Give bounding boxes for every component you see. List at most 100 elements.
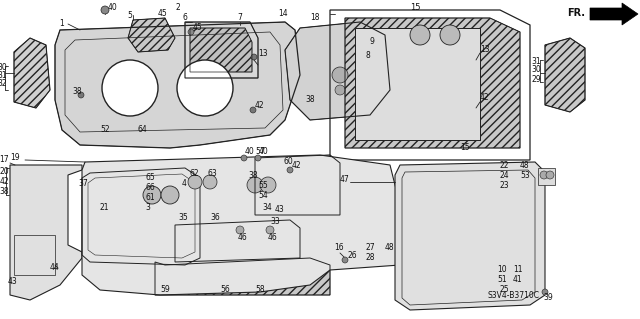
Polygon shape [285, 22, 390, 120]
Text: 2: 2 [175, 4, 180, 12]
Text: 21: 21 [100, 204, 109, 212]
Text: 14: 14 [278, 10, 287, 19]
Text: 39: 39 [543, 293, 553, 302]
Circle shape [247, 177, 263, 193]
Text: 23: 23 [500, 181, 509, 189]
Polygon shape [255, 155, 340, 215]
Polygon shape [395, 162, 545, 310]
Text: 17: 17 [0, 155, 9, 165]
Text: FR.: FR. [567, 8, 585, 18]
Text: 29: 29 [531, 76, 541, 85]
Circle shape [78, 92, 84, 98]
Circle shape [440, 25, 460, 45]
Circle shape [143, 186, 161, 204]
Text: 6: 6 [182, 13, 188, 23]
Text: 40: 40 [245, 147, 255, 157]
Circle shape [250, 107, 256, 113]
Text: 7: 7 [237, 13, 243, 23]
Polygon shape [175, 220, 300, 262]
Circle shape [177, 60, 233, 116]
Text: 20: 20 [0, 167, 9, 176]
Circle shape [266, 226, 274, 234]
Text: 43: 43 [8, 278, 18, 286]
Text: 13: 13 [258, 48, 268, 57]
Text: 4: 4 [182, 179, 187, 188]
Text: 58: 58 [255, 286, 264, 294]
Circle shape [542, 289, 548, 295]
Circle shape [251, 54, 257, 60]
Text: 38: 38 [0, 188, 9, 197]
Text: 42: 42 [255, 101, 264, 110]
Polygon shape [128, 18, 175, 52]
Polygon shape [10, 165, 82, 300]
Text: 26: 26 [348, 250, 358, 259]
Polygon shape [14, 38, 50, 108]
Text: 45: 45 [193, 23, 203, 32]
Polygon shape [345, 18, 520, 148]
Text: 35: 35 [178, 213, 188, 222]
Text: 48: 48 [385, 243, 395, 253]
Text: 30: 30 [0, 63, 7, 72]
Text: 15: 15 [410, 4, 420, 12]
Circle shape [410, 25, 430, 45]
Circle shape [287, 167, 293, 173]
Circle shape [546, 171, 554, 179]
Text: 32: 32 [0, 79, 7, 88]
Text: 42: 42 [292, 161, 301, 170]
Text: 56: 56 [220, 286, 230, 294]
Text: 18: 18 [310, 13, 319, 23]
Polygon shape [14, 235, 55, 275]
Text: 22: 22 [500, 160, 509, 169]
Text: 61: 61 [145, 194, 155, 203]
Circle shape [342, 257, 348, 263]
Text: 36: 36 [210, 213, 220, 222]
Text: 10: 10 [497, 265, 507, 275]
Text: 64: 64 [137, 125, 147, 135]
Polygon shape [155, 258, 330, 295]
Circle shape [188, 29, 194, 35]
Text: 37: 37 [78, 179, 88, 188]
Circle shape [102, 60, 158, 116]
Text: 31: 31 [531, 57, 541, 66]
Polygon shape [82, 168, 200, 265]
Text: 33: 33 [270, 218, 280, 226]
Circle shape [203, 175, 217, 189]
Text: 42: 42 [480, 93, 490, 102]
Text: 3: 3 [145, 204, 150, 212]
Circle shape [335, 85, 345, 95]
Text: 28: 28 [365, 254, 374, 263]
Text: 65: 65 [145, 174, 155, 182]
Text: 53: 53 [520, 170, 530, 180]
Text: 38: 38 [305, 95, 315, 105]
Text: 9: 9 [370, 38, 375, 47]
Polygon shape [355, 28, 480, 140]
Polygon shape [55, 22, 300, 148]
Polygon shape [185, 22, 258, 78]
Text: 62: 62 [190, 168, 200, 177]
Text: 52: 52 [100, 125, 109, 135]
Text: 1: 1 [60, 19, 65, 28]
Circle shape [332, 67, 348, 83]
Text: 27: 27 [365, 243, 374, 253]
Circle shape [260, 177, 276, 193]
Text: 51: 51 [497, 276, 507, 285]
Circle shape [540, 171, 548, 179]
Text: 5: 5 [127, 11, 132, 19]
Text: 47: 47 [340, 175, 349, 184]
Text: 59: 59 [160, 286, 170, 294]
Polygon shape [190, 28, 252, 72]
Text: 13: 13 [480, 46, 490, 55]
Circle shape [101, 6, 109, 14]
Text: 44: 44 [50, 263, 60, 272]
Text: 30: 30 [531, 65, 541, 75]
Text: 57: 57 [255, 147, 265, 157]
Text: 48: 48 [520, 160, 530, 169]
Text: 63: 63 [208, 168, 218, 177]
Text: 16: 16 [334, 243, 344, 253]
Text: 15: 15 [460, 144, 470, 152]
Text: 24: 24 [500, 170, 509, 180]
Text: 41: 41 [513, 276, 523, 285]
Text: 40: 40 [108, 4, 118, 12]
Text: 19: 19 [10, 153, 20, 162]
Text: 66: 66 [145, 183, 155, 192]
